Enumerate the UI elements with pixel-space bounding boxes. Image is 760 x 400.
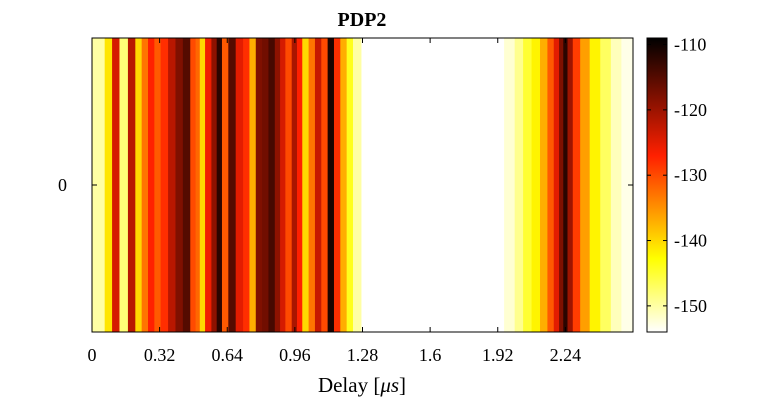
heatmap-band: [563, 38, 569, 332]
heatmap-band: [205, 38, 212, 332]
heatmap-band: [610, 38, 622, 332]
heatmap-band: [160, 38, 169, 332]
colorbar-axis: -150 -140 -130 -120 -110: [647, 35, 707, 316]
heatmap-band: [296, 38, 303, 332]
heatmap-band: [327, 38, 335, 332]
heatmap-band: [531, 38, 541, 332]
heatmap-band: [398, 38, 465, 332]
heatmap-band: [589, 38, 601, 332]
heatmap-band: [228, 38, 237, 332]
heatmap-band: [168, 38, 177, 332]
heatmap-band: [255, 38, 263, 332]
heatmap-band: [199, 38, 206, 332]
heatmap-band: [321, 38, 329, 332]
x-tick-label: 1.28: [347, 345, 379, 365]
heatmap-band: [216, 38, 223, 332]
heatmap-band: [514, 38, 524, 332]
x-axis: 0 0.32 0.64 0.96 1.28 1.6 1.92 2.24: [88, 38, 582, 365]
heatmap-band: [127, 38, 136, 332]
heatmap-band: [340, 38, 348, 332]
heatmap-band: [572, 38, 581, 332]
heatmap-band: [463, 38, 505, 332]
colorbar-tick-label: -140: [674, 231, 707, 251]
heatmap-band: [523, 38, 533, 332]
heatmap-band: [280, 38, 286, 332]
y-axis: 0: [58, 175, 633, 195]
heatmap-band: [104, 38, 113, 332]
heatmap-band: [547, 38, 555, 332]
heatmap-band: [285, 38, 293, 332]
colorbar-tick-label: -130: [674, 165, 707, 185]
x-tick-label: 1.6: [419, 345, 442, 365]
heatmap-band: [175, 38, 184, 332]
heatmap-band: [333, 38, 341, 332]
heatmap-band: [314, 38, 322, 332]
heatmap-band: [580, 38, 591, 332]
heatmap-band: [243, 38, 251, 332]
heatmap-band: [352, 38, 363, 332]
heatmap-band: [154, 38, 162, 332]
heatmap-band: [112, 38, 121, 332]
heatmap-band: [148, 38, 155, 332]
heatmap-band: [119, 38, 129, 332]
chart-title: PDP2: [338, 9, 387, 31]
heatmap-band: [361, 38, 400, 332]
heatmap-band: [135, 38, 143, 332]
heatmap-band: [291, 38, 298, 332]
heatmap-band: [302, 38, 310, 332]
heatmap-band: [182, 38, 191, 332]
x-tick-label: 0.64: [212, 345, 244, 365]
colorbar-tick-label: -120: [674, 100, 707, 120]
x-tick-label: 0.32: [144, 345, 176, 365]
x-tick-label: 1.92: [482, 345, 514, 365]
heatmap-band: [92, 38, 106, 332]
heatmap-band: [621, 38, 634, 332]
heatmap-band: [195, 38, 201, 332]
heatmap: [92, 38, 634, 332]
heatmap-band: [262, 38, 270, 332]
colorbar-tick-label: -150: [674, 296, 707, 316]
heatmap-band: [268, 38, 276, 332]
x-axis-label: Delay [μs]: [318, 373, 406, 397]
heatmap-band: [274, 38, 281, 332]
x-tick-label: 2.24: [550, 345, 582, 365]
colorbar: [646, 37, 668, 333]
heatmap-band: [600, 38, 612, 332]
heatmap-band: [308, 38, 316, 332]
y-tick-label: 0: [58, 175, 67, 195]
heatmap-band: [249, 38, 257, 332]
heatmap-band: [235, 38, 244, 332]
colorbar-tick-label: -110: [674, 35, 706, 55]
heatmap-band: [553, 38, 560, 332]
heatmap-band: [141, 38, 149, 332]
heatmap-band: [540, 38, 549, 332]
heatmap-band: [190, 38, 197, 332]
heatmap-band: [211, 38, 218, 332]
heatmap-band: [346, 38, 354, 332]
x-tick-label: 0.96: [279, 345, 311, 365]
heatmap-band: [567, 38, 574, 332]
x-tick-label: 0: [88, 345, 97, 365]
heatmap-band: [221, 38, 229, 332]
heatmap-band: [504, 38, 516, 332]
heatmap-band: [559, 38, 564, 332]
